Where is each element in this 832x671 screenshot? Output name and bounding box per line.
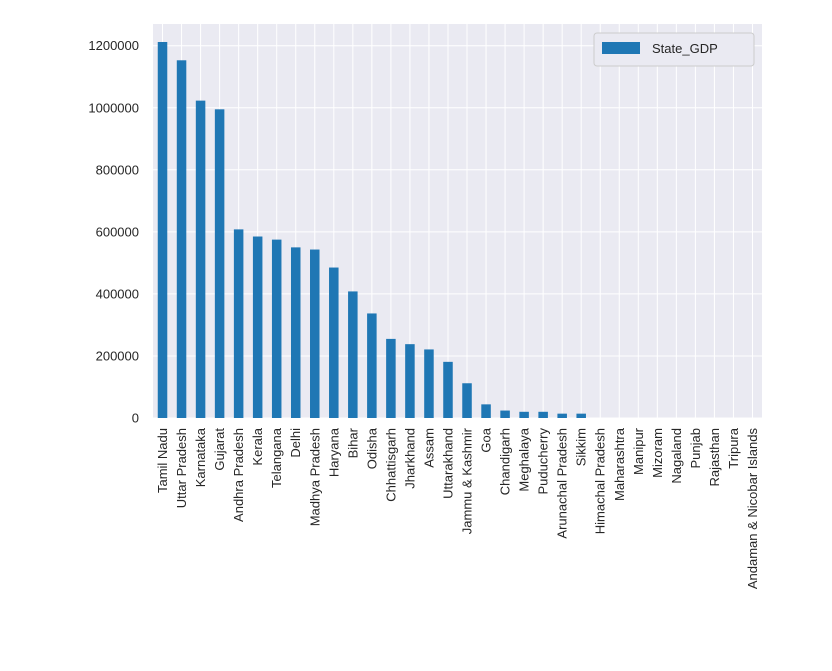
y-axis-ticks: 0 200000 400000 600000 800000 1000000 1200000 [88, 38, 139, 425]
x-tick-label: Uttarakhand [440, 428, 455, 499]
legend-box [593, 32, 755, 67]
x-tick-label: Bihar [345, 427, 360, 458]
bar [405, 344, 415, 418]
bar [386, 338, 396, 418]
x-tick-label: Uttar Pradesh [174, 428, 189, 508]
bar [271, 239, 282, 418]
x-tick-label: Punjab [688, 428, 703, 468]
x-tick-label: Kerala [250, 427, 265, 465]
x-tick-label: Chandigarh [498, 428, 513, 495]
bar [329, 267, 339, 418]
bar [424, 349, 434, 418]
x-tick-label: Tripura [726, 427, 741, 468]
x-tick-label: Telangana [269, 427, 284, 488]
x-tick-label: Karnataka [193, 427, 208, 487]
x-tick-label: Jammu & Kashmir [460, 427, 475, 534]
bar [348, 291, 358, 418]
y-tick-label: 200000 [96, 348, 139, 363]
x-tick-label: Sikkim [574, 428, 589, 466]
x-tick-label: Mizoram [650, 428, 665, 478]
x-tick-label: Madhya Pradesh [307, 428, 322, 526]
x-axis-ticks: Tamil Nadu Uttar Pradesh Karnataka Gujarat A… [155, 427, 760, 589]
y-tick-label: 800000 [96, 162, 139, 177]
bar [500, 410, 510, 418]
legend-label: State_GDP [652, 41, 718, 56]
bar [233, 229, 244, 418]
legend-swatch [602, 42, 640, 54]
x-tick-label: Himachal Pradesh [593, 428, 608, 534]
x-tick-label: Andhra Pradesh [231, 428, 246, 522]
y-tick-label: 0 [132, 411, 139, 426]
plot-area-background [153, 24, 762, 418]
bar [481, 404, 491, 418]
bar [176, 60, 187, 418]
x-tick-label: Andaman & Nicobar Islands [745, 428, 760, 590]
x-tick-label: Manipur [631, 427, 646, 475]
legend: State_GDP [593, 32, 755, 67]
bar [462, 383, 472, 418]
bars [157, 41, 586, 418]
bar [367, 313, 377, 418]
bar [252, 236, 263, 418]
bar [157, 41, 168, 418]
bar [195, 100, 206, 418]
bar [310, 249, 320, 418]
x-tick-label: Goa [479, 427, 494, 452]
x-tick-label: Jharkhand [402, 428, 417, 489]
x-tick-label: Gujarat [212, 428, 227, 471]
y-tick-label: 1000000 [88, 100, 139, 115]
y-tick-label: 400000 [96, 286, 139, 301]
x-tick-label: Tamil Nadu [155, 428, 170, 493]
bar [576, 413, 586, 418]
x-tick-label: Rajasthan [707, 428, 722, 487]
x-tick-label: Assam [421, 428, 436, 468]
y-tick-label: 1200000 [88, 38, 139, 53]
x-tick-label: Meghalaya [517, 427, 532, 491]
bar [214, 109, 225, 418]
bar [519, 411, 529, 418]
x-tick-label: Delhi [288, 428, 303, 458]
bar [290, 247, 301, 418]
y-tick-label: 600000 [96, 224, 139, 239]
x-tick-label: Chhattisgarh [383, 428, 398, 502]
x-tick-label: Maharashtra [612, 427, 627, 501]
x-tick-label: Nagaland [669, 428, 684, 484]
bar [443, 361, 453, 418]
bar [557, 413, 567, 418]
x-tick-label: Arunachal Pradesh [555, 428, 570, 539]
x-tick-label: Odisha [364, 427, 379, 469]
bar [538, 411, 548, 418]
x-tick-label: Haryana [326, 427, 341, 477]
x-tick-label: Puducherry [536, 428, 551, 495]
